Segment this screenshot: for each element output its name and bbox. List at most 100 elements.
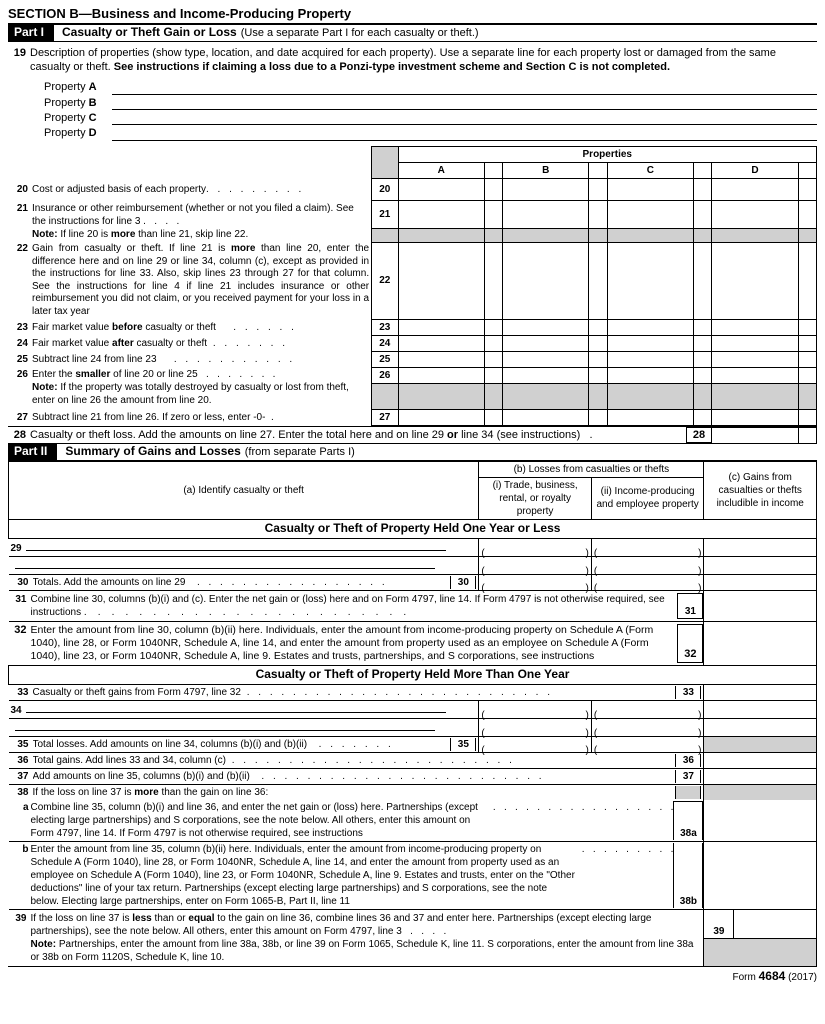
l27n: 27 bbox=[10, 411, 32, 424]
c39[interactable] bbox=[734, 910, 816, 938]
part1-label: Part I bbox=[8, 25, 54, 41]
c37[interactable] bbox=[704, 768, 817, 784]
col-b: B bbox=[503, 162, 589, 178]
line-19-t2: See instructions if claiming a loss due … bbox=[114, 61, 670, 73]
c22c[interactable] bbox=[607, 242, 693, 319]
l39b: 39 bbox=[704, 910, 734, 938]
l22n: 22 bbox=[10, 243, 32, 318]
pC: C bbox=[89, 112, 97, 124]
l23b: 23 bbox=[372, 319, 398, 335]
l29n: 29 bbox=[11, 543, 26, 554]
c22a[interactable] bbox=[398, 242, 484, 319]
l35b: 35 bbox=[450, 738, 476, 751]
l23n: 23 bbox=[10, 321, 32, 334]
l32t: Enter the amount from line 30, column (b… bbox=[31, 624, 678, 663]
pA: A bbox=[89, 81, 97, 93]
prop-d-label: Property D bbox=[38, 126, 108, 140]
l32b: 32 bbox=[677, 624, 703, 663]
l21note: Note: bbox=[32, 229, 58, 240]
c22d[interactable] bbox=[712, 242, 798, 319]
c31[interactable] bbox=[704, 590, 817, 621]
l39t: If the loss on line 37 is less than or e… bbox=[31, 912, 704, 964]
part2-sub: (from separate Parts I) bbox=[241, 445, 355, 459]
l38bt: Enter the amount from line 35, column (b… bbox=[31, 843, 577, 908]
c20d[interactable] bbox=[712, 178, 798, 200]
l31b: 31 bbox=[677, 593, 703, 619]
l35t: Total losses. Add amounts on line 34, co… bbox=[33, 739, 308, 750]
l38t: If the loss on line 37 is more than the … bbox=[33, 786, 676, 799]
c38b[interactable] bbox=[704, 841, 817, 909]
l34n: 34 bbox=[11, 705, 26, 716]
l38ab: 38a bbox=[673, 801, 703, 840]
l20t: Cost or adjusted basis of each property bbox=[32, 184, 206, 195]
col-a: A bbox=[398, 162, 484, 178]
form-footer: Form 4684 (2017) bbox=[8, 969, 817, 985]
l34-entry2[interactable] bbox=[15, 720, 435, 731]
prop-d-input[interactable] bbox=[112, 128, 817, 141]
c20a[interactable] bbox=[398, 178, 484, 200]
pD: D bbox=[89, 127, 97, 139]
c21d[interactable] bbox=[712, 200, 798, 228]
l39n: 39 bbox=[9, 912, 31, 964]
l38bn: b bbox=[9, 843, 31, 908]
l20b: 20 bbox=[372, 178, 398, 200]
l30b: 30 bbox=[450, 576, 476, 589]
l30n: 30 bbox=[11, 576, 33, 589]
hc: (c) Gains from casualties or thefts incl… bbox=[704, 461, 817, 519]
l29-entry1[interactable] bbox=[26, 540, 446, 551]
l27t: Subtract line 21 from line 26. If zero o… bbox=[32, 412, 265, 423]
l28b: 28 bbox=[686, 427, 712, 443]
part1-sub: (Use a separate Part I for each casualty… bbox=[237, 26, 479, 40]
part1-bar: Part I Casualty or Theft Gain or Loss (U… bbox=[8, 24, 817, 42]
l38bb: 38b bbox=[673, 843, 703, 908]
sub2: Casualty or Theft of Property Held More … bbox=[9, 665, 817, 684]
l35n: 35 bbox=[11, 738, 33, 751]
c20c[interactable] bbox=[607, 178, 693, 200]
l33b: 33 bbox=[675, 686, 701, 699]
l29-entry2[interactable] bbox=[15, 558, 435, 569]
pB: B bbox=[89, 97, 97, 109]
l38n: 38 bbox=[11, 786, 33, 799]
col-d: D bbox=[712, 162, 798, 178]
l23t: Fair market value before casualty or the… bbox=[32, 321, 369, 334]
c21c[interactable] bbox=[607, 200, 693, 228]
l37n: 37 bbox=[11, 770, 33, 783]
prop-c-input[interactable] bbox=[112, 112, 817, 125]
hbii: (ii) Income-producing and employee prope… bbox=[591, 477, 704, 519]
l36t: Total gains. Add lines 33 and 34, column… bbox=[33, 755, 226, 766]
l21b: 21 bbox=[372, 200, 398, 228]
l34-entry1[interactable] bbox=[26, 702, 446, 713]
prop-a-input[interactable] bbox=[112, 82, 817, 95]
prop-a-label: Property A bbox=[38, 80, 108, 94]
c28[interactable] bbox=[712, 427, 799, 443]
c20b[interactable] bbox=[503, 178, 589, 200]
c32[interactable] bbox=[704, 621, 817, 665]
c22b[interactable] bbox=[503, 242, 589, 319]
c33[interactable] bbox=[704, 684, 817, 700]
l32n: 32 bbox=[9, 624, 31, 663]
l21n: 21 bbox=[10, 202, 32, 241]
l37b: 37 bbox=[675, 770, 701, 783]
part2-grid: (a) Identify casualty or theft (b) Losse… bbox=[8, 461, 817, 966]
c21a[interactable] bbox=[398, 200, 484, 228]
l28t: Casualty or theft loss. Add the amounts … bbox=[30, 427, 686, 443]
part2-label: Part II bbox=[8, 444, 57, 460]
c21b[interactable] bbox=[503, 200, 589, 228]
c38a[interactable] bbox=[704, 800, 817, 842]
c36[interactable] bbox=[704, 752, 817, 768]
prop-b-input[interactable] bbox=[112, 97, 817, 110]
l22t: Gain from casualty or theft. If line 21 … bbox=[32, 243, 369, 318]
l38at: Combine line 35, column (b)(i) and line … bbox=[31, 801, 493, 840]
properties-header: Properties bbox=[398, 146, 816, 162]
l21notet: If line 20 is more than line 21, skip li… bbox=[58, 229, 249, 240]
l20n: 20 bbox=[10, 183, 32, 196]
l24t: Fair market value after casualty or thef… bbox=[32, 337, 369, 350]
l38an: a bbox=[9, 801, 31, 840]
l26t: Enter the smaller of line 20 or line 25 … bbox=[32, 368, 369, 407]
l28n: 28 bbox=[8, 427, 30, 443]
part2-bar: Part II Summary of Gains and Losses (fro… bbox=[8, 443, 817, 461]
part2-title: Summary of Gains and Losses bbox=[57, 444, 240, 460]
ha: (a) Identify casualty or theft bbox=[9, 461, 479, 519]
l37t: Add amounts on line 35, columns (b)(i) a… bbox=[33, 771, 250, 782]
l25n: 25 bbox=[10, 353, 32, 366]
